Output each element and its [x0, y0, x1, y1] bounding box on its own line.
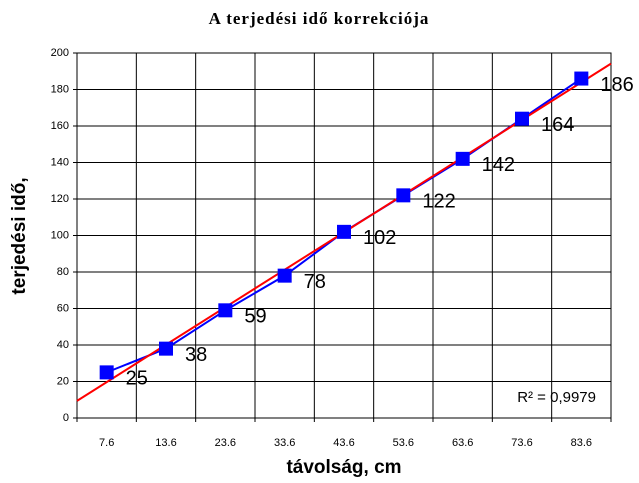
marker	[277, 268, 292, 283]
y-axis-label: terjedési idő,	[9, 177, 30, 294]
y-tick-label: 0	[63, 412, 69, 424]
y-tick-label: 120	[51, 193, 69, 205]
plot-border	[76, 52, 612, 419]
marker	[455, 151, 470, 166]
data-label: 164	[541, 114, 574, 136]
y-tick-label: 80	[57, 266, 69, 278]
data-label: 186	[600, 74, 633, 96]
data-label: 122	[422, 191, 455, 213]
data-label: 38	[185, 344, 207, 366]
x-tick-label: 33.6	[274, 437, 295, 449]
data-label: 102	[363, 227, 396, 249]
x-tick-label: 73.6	[511, 437, 532, 449]
y-tick-label: 40	[57, 339, 69, 351]
data-label: 142	[482, 154, 515, 176]
y-tick-label: 160	[51, 120, 69, 132]
marker	[159, 341, 173, 356]
x-tick-label: 7.6	[99, 437, 114, 449]
y-tick-label: 60	[57, 302, 69, 314]
marker	[396, 188, 411, 203]
data-label: 59	[244, 306, 266, 328]
x-axis-label: távolság, cm	[286, 457, 401, 478]
data-label: 25	[126, 368, 148, 390]
marker	[337, 224, 351, 239]
x-tick-label: 13.6	[155, 437, 176, 449]
x-tick-label: 23.6	[215, 437, 236, 449]
marker	[218, 303, 233, 318]
x-tick-label: 83.6	[571, 437, 592, 449]
annotation: R² = 0,9979	[517, 389, 596, 406]
marker	[574, 71, 589, 86]
data-label: 78	[304, 271, 326, 293]
y-tick-label: 180	[51, 83, 69, 95]
marker	[99, 365, 114, 380]
y-tick-label: 200	[51, 47, 69, 59]
marker	[515, 111, 529, 126]
y-tick-label: 100	[51, 229, 69, 241]
y-tick-label: 20	[57, 375, 69, 387]
y-tick-label: 140	[51, 156, 69, 168]
x-tick-label: 53.6	[393, 437, 414, 449]
x-tick-label: 63.6	[452, 437, 473, 449]
x-tick-label: 43.6	[333, 437, 354, 449]
chart-title: A terjedési idő korrekciója	[209, 9, 430, 28]
